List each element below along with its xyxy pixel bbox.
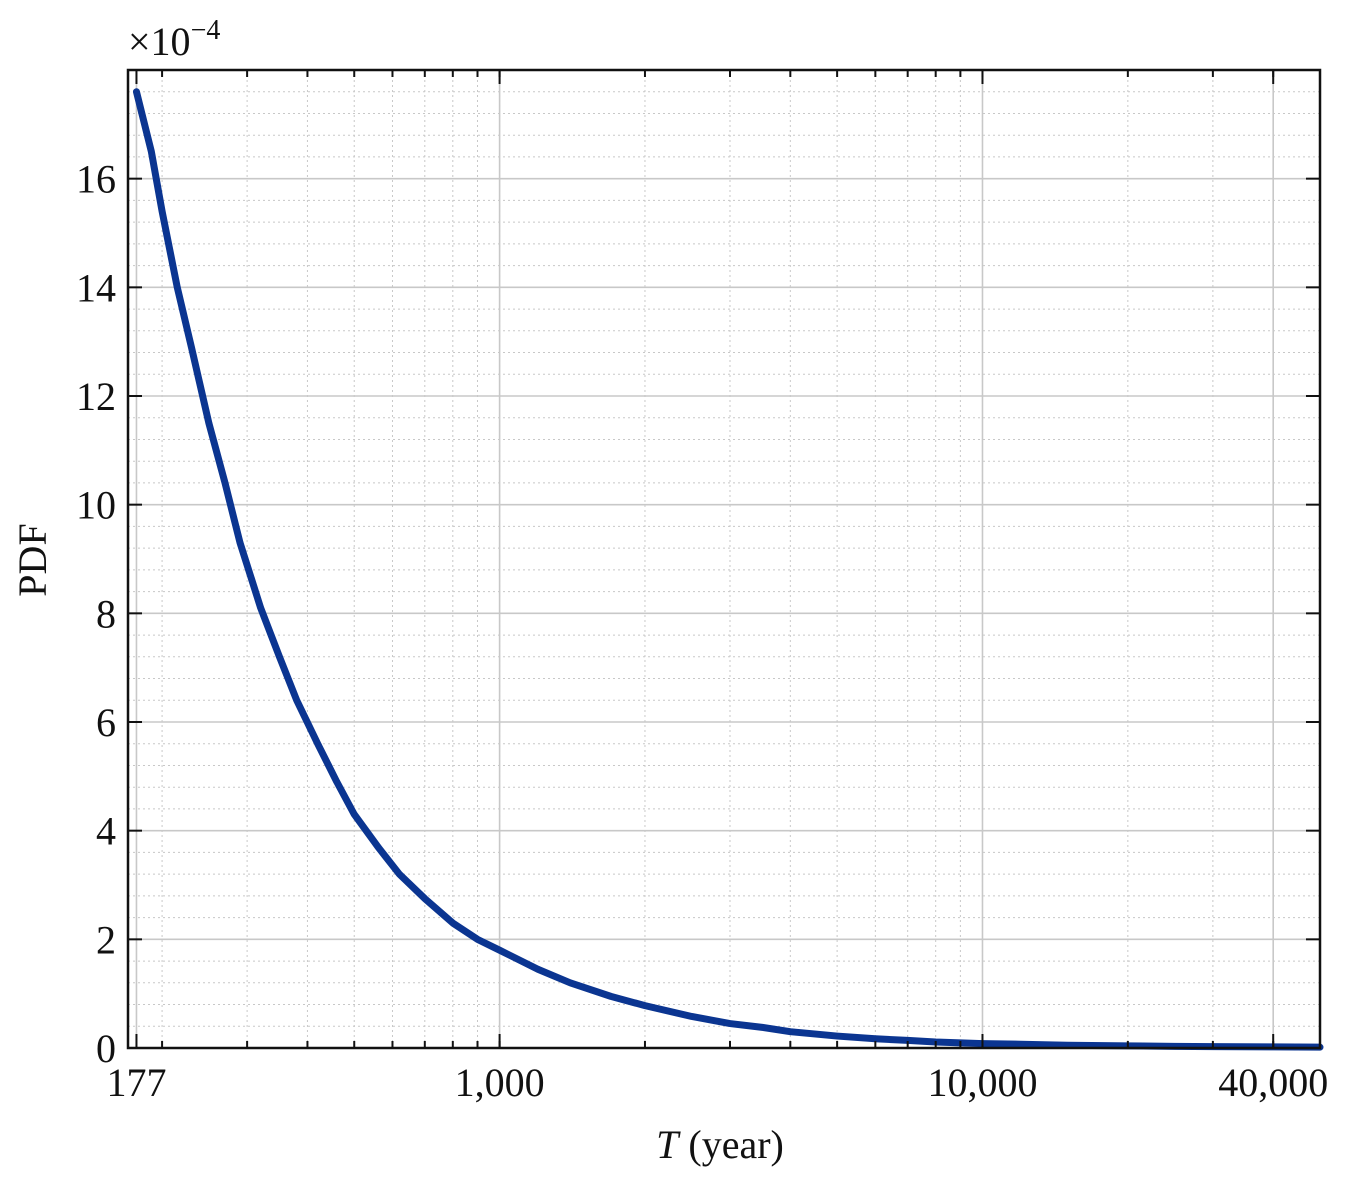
y-multiplier-base: ×10 <box>128 19 191 64</box>
y-multiplier: ×10−4 <box>128 15 220 64</box>
y-tick-label: 6 <box>96 700 116 745</box>
y-tick-label: 16 <box>76 157 116 202</box>
y-tick-label: 14 <box>76 265 116 310</box>
major-grid <box>128 70 1320 1049</box>
y-tick-label: 4 <box>96 809 116 854</box>
y-tick-label: 8 <box>96 591 116 636</box>
x-axis-label: T (year) <box>656 1122 784 1167</box>
y-tick-label: 10 <box>76 483 116 528</box>
axis-ticks <box>128 70 1321 1049</box>
plot-frame <box>126 68 1322 1050</box>
x-axis-label-symbol: T <box>656 1122 681 1167</box>
tick-labels: 0 2 4 6 8 10 12 14 16 177 1,000 10,000 40,000 <box>76 157 1328 1105</box>
x-tick-label: 1,000 <box>455 1060 545 1105</box>
y-multiplier-exp: −4 <box>191 15 221 46</box>
minor-grid <box>128 69 1321 1049</box>
y-tick-label: 2 <box>96 917 116 962</box>
series-layer <box>132 88 1324 1051</box>
x-tick-label: 177 <box>106 1060 166 1105</box>
series-line <box>132 88 1324 1051</box>
y-tick-label: 12 <box>76 374 116 419</box>
x-tick-label: 40,000 <box>1218 1060 1328 1105</box>
x-axis-label-unit: (year) <box>678 1122 783 1167</box>
y-axis-label: PDF <box>10 523 55 596</box>
y-tick-label: 0 <box>96 1026 116 1071</box>
x-tick-label: 10,000 <box>927 1060 1037 1105</box>
